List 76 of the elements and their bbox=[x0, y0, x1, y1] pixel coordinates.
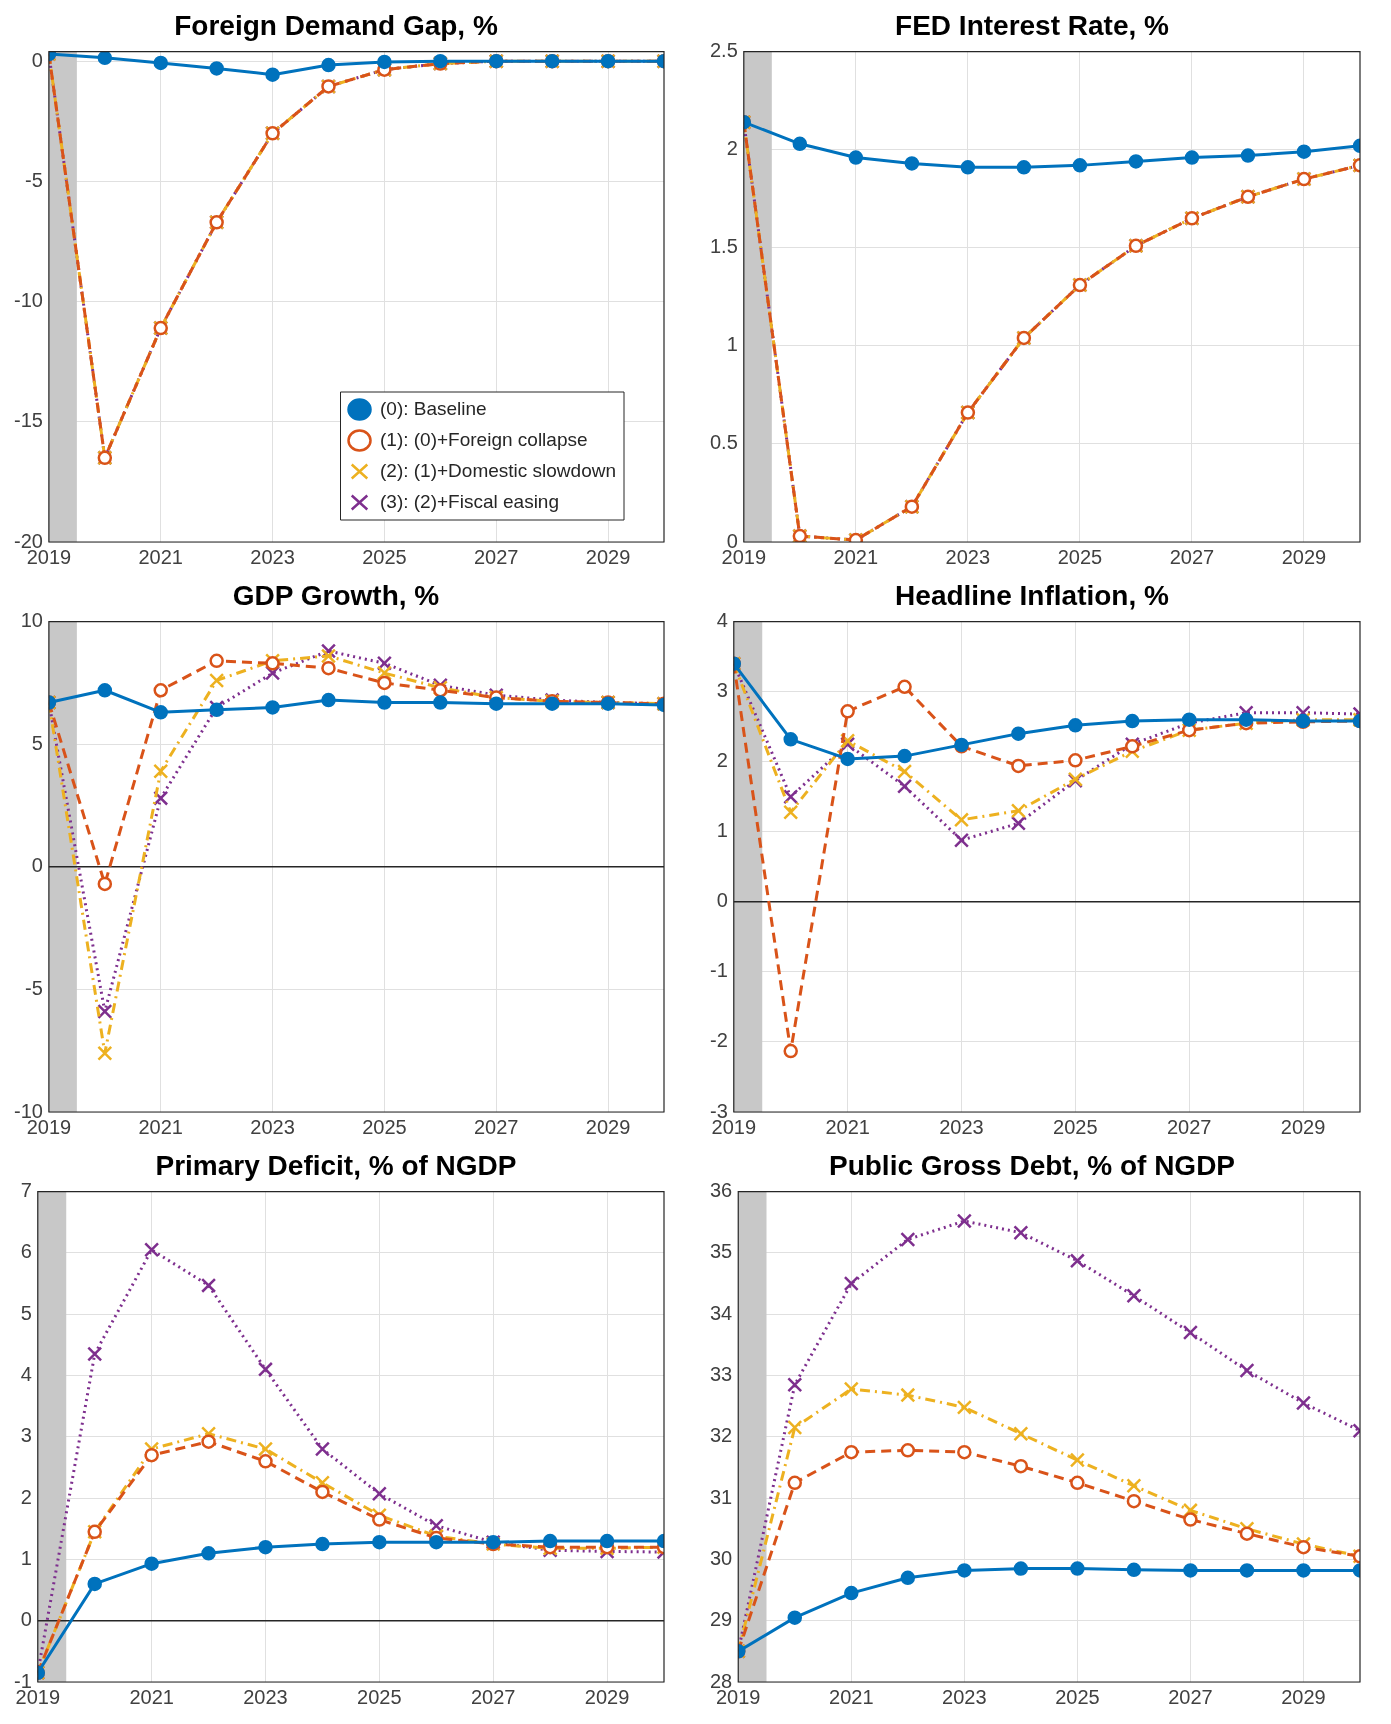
legend-label: (2): (1)+Domestic slowdown bbox=[380, 459, 617, 481]
y-tick-label: 5 bbox=[31, 731, 43, 754]
x-tick-label: 2025 bbox=[1053, 1115, 1098, 1138]
y-tick-label: -2 bbox=[709, 1029, 728, 1052]
y-tick-label: 0 bbox=[716, 889, 728, 912]
x-tick-label: 2027 bbox=[1168, 1685, 1213, 1708]
chart-title: GDP Growth, % bbox=[232, 579, 440, 611]
x-tick-label: 2027 bbox=[1166, 1115, 1212, 1138]
y-tick-label: 2 bbox=[716, 749, 728, 772]
y-tick-label: 33 bbox=[710, 1363, 733, 1386]
chart-title: Foreign Demand Gap, % bbox=[174, 9, 498, 41]
y-tick-label: -1 bbox=[709, 959, 728, 982]
y-tick-label: 7 bbox=[20, 1179, 32, 1202]
y-tick-label: 31 bbox=[710, 1485, 733, 1508]
y-tick-label: -15 bbox=[14, 409, 43, 432]
x-tick-label: 2025 bbox=[357, 1685, 402, 1708]
x-tick-label: 2021 bbox=[138, 545, 183, 568]
x-tick-label: 2029 bbox=[1280, 1115, 1326, 1138]
x-tick-label: 2025 bbox=[1057, 545, 1103, 568]
y-tick-label: 0 bbox=[31, 854, 43, 877]
x-tick-label: 2025 bbox=[1055, 1685, 1100, 1708]
x-tick-label: 2021 bbox=[833, 545, 879, 568]
x-tick-label: 2021 bbox=[129, 1685, 174, 1708]
x-tick-label: 2029 bbox=[1281, 545, 1327, 568]
chart-title: Primary Deficit, % of NGDP bbox=[155, 1149, 517, 1181]
x-tick-label: 2029 bbox=[1281, 1685, 1326, 1708]
x-tick-label: 2027 bbox=[470, 1685, 516, 1708]
y-tick-label: 6 bbox=[20, 1240, 32, 1263]
y-tick-label: 2 bbox=[20, 1485, 32, 1508]
y-tick-label: 3 bbox=[716, 679, 728, 702]
y-tick-label: 10 bbox=[20, 609, 43, 632]
y-tick-label: 1 bbox=[726, 333, 738, 356]
chart-title: FED Interest Rate, % bbox=[895, 9, 1170, 41]
x-tick-label: 2021 bbox=[829, 1685, 874, 1708]
x-tick-label: 2023 bbox=[945, 545, 991, 568]
x-tick-label: 2023 bbox=[942, 1685, 987, 1708]
y-tick-label: 29 bbox=[710, 1608, 733, 1631]
y-tick-label: 2.5 bbox=[709, 39, 738, 62]
x-tick-label: 2025 bbox=[362, 1115, 407, 1138]
x-tick-label: 2023 bbox=[250, 545, 295, 568]
y-tick-label: 0 bbox=[20, 1608, 32, 1631]
legend-label: (3): (2)+Fiscal easing bbox=[380, 490, 559, 512]
y-tick-label: 4 bbox=[716, 609, 728, 632]
y-tick-label: 32 bbox=[710, 1424, 733, 1447]
chart-title: Headline Inflation, % bbox=[895, 579, 1169, 611]
y-tick-label: 34 bbox=[710, 1301, 733, 1324]
y-tick-label: 1.5 bbox=[709, 235, 738, 258]
y-tick-label: 5 bbox=[20, 1301, 32, 1324]
y-tick-label: -5 bbox=[25, 976, 43, 999]
y-tick-label: 35 bbox=[710, 1240, 733, 1263]
x-tick-label: 2023 bbox=[939, 1115, 984, 1138]
legend-label: (0): Baseline bbox=[380, 397, 487, 419]
x-tick-label: 2029 bbox=[585, 545, 631, 568]
x-tick-label: 2021 bbox=[825, 1115, 870, 1138]
x-tick-label: 2029 bbox=[585, 1115, 631, 1138]
x-tick-label: 2025 bbox=[362, 545, 407, 568]
y-tick-label: 0.5 bbox=[709, 431, 738, 454]
y-tick-label: 4 bbox=[20, 1363, 32, 1386]
y-tick-label: 36 bbox=[710, 1179, 733, 1202]
x-tick-label: 2029 bbox=[584, 1685, 630, 1708]
y-tick-label: 2 bbox=[726, 137, 738, 160]
x-tick-label: 2023 bbox=[250, 1115, 295, 1138]
legend-label: (1): (0)+Foreign collapse bbox=[380, 428, 588, 450]
y-tick-label: 1 bbox=[716, 819, 728, 842]
x-tick-label: 2027 bbox=[474, 545, 519, 568]
y-tick-label: -10 bbox=[14, 289, 43, 312]
x-tick-label: 2027 bbox=[474, 1115, 519, 1138]
y-tick-label: -5 bbox=[25, 168, 43, 191]
y-tick-label: 30 bbox=[710, 1546, 733, 1569]
y-tick-label: 0 bbox=[31, 48, 43, 71]
chart-title: Public Gross Debt, % of NGDP bbox=[828, 1149, 1236, 1181]
y-tick-label: 1 bbox=[20, 1546, 32, 1569]
x-tick-label: 2021 bbox=[138, 1115, 183, 1138]
x-tick-label: 2027 bbox=[1169, 545, 1215, 568]
x-tick-label: 2023 bbox=[243, 1685, 288, 1708]
y-tick-label: 3 bbox=[20, 1424, 32, 1447]
